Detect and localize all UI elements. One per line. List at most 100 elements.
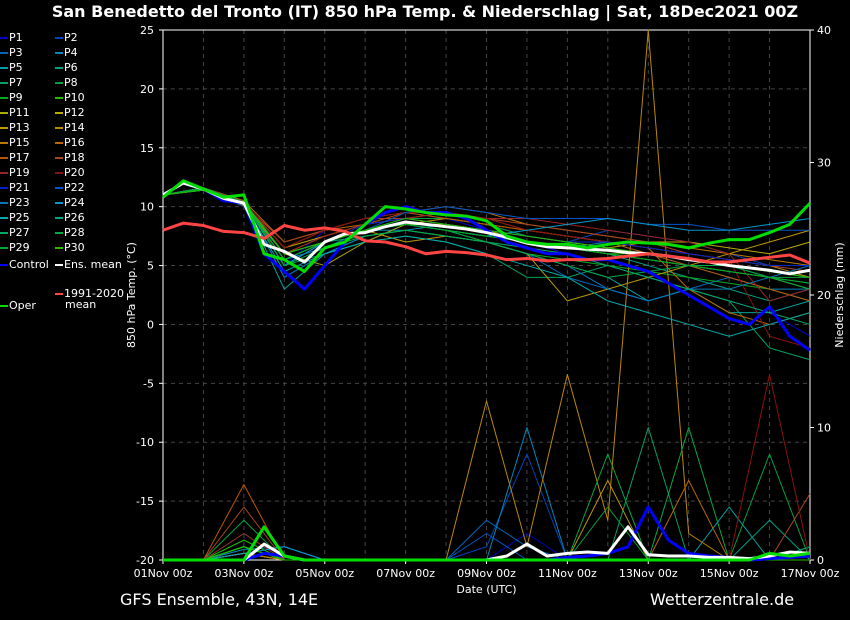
- legend-item-p11: P11: [0, 107, 30, 119]
- legend-item-p29: P29: [0, 242, 30, 254]
- legend-label: P5: [9, 61, 23, 74]
- legend-label: P16: [64, 136, 85, 149]
- x-tick-label: 03Nov 00z: [215, 567, 274, 580]
- legend-item-p19: P19: [0, 167, 30, 179]
- legend-swatch: [0, 202, 8, 204]
- member-precip-line-p14: [163, 29, 810, 561]
- legend-swatch: [0, 127, 8, 129]
- x-tick-label: 07Nov 00z: [376, 567, 435, 580]
- source-credit[interactable]: Wetterzentrale.de: [650, 590, 795, 609]
- legend-swatch: [55, 172, 63, 174]
- legend-label: P7: [9, 76, 23, 89]
- legend-label: P9: [9, 91, 23, 104]
- legend-swatch: [0, 232, 8, 234]
- legend-label: P15: [9, 136, 30, 149]
- legend-swatch: [0, 142, 8, 144]
- legend-label: P21: [9, 181, 30, 194]
- x-axis-label: Date (UTC): [456, 583, 516, 596]
- model-info: GFS Ensemble, 43N, 14E: [120, 590, 319, 609]
- legend-swatch: [0, 247, 8, 249]
- y-tick-label: 15: [140, 142, 154, 155]
- legend-item-p30: P30: [55, 242, 85, 254]
- legend-label: P8: [64, 76, 78, 89]
- legend-label: P30: [64, 241, 85, 254]
- legend-swatch: [55, 293, 63, 295]
- legend-item-p10: P10: [55, 92, 85, 104]
- legend-label-line2: mean: [65, 298, 97, 311]
- legend-item-p5: P5: [0, 62, 23, 74]
- legend-label: P13: [9, 121, 30, 134]
- y-tick-label: -15: [136, 495, 154, 508]
- legend-label: P20: [64, 166, 85, 179]
- legend-swatch: [55, 142, 63, 144]
- legend-swatch: [0, 52, 8, 54]
- legend-swatch: [55, 217, 63, 219]
- y2-tick-label: 20: [817, 289, 831, 302]
- legend-label: P22: [64, 181, 85, 194]
- legend-item-p14: P14: [55, 122, 85, 134]
- legend-label: Ens. mean: [64, 258, 122, 271]
- legend-item-p3: P3: [0, 47, 23, 59]
- y-tick-label: 20: [140, 83, 154, 96]
- legend-swatch: [0, 157, 8, 159]
- legend-item-p24: P24: [55, 197, 85, 209]
- legend-swatch: [0, 217, 8, 219]
- legend-swatch: [55, 52, 63, 54]
- 1991-2020-mean-temp-line: [162, 221, 811, 265]
- legend-item-p27: P27: [0, 227, 30, 239]
- legend-swatch: [55, 157, 63, 159]
- legend-item-p18: P18: [55, 152, 85, 164]
- legend-item-p8: P8: [55, 77, 78, 89]
- legend-label: P29: [9, 241, 30, 254]
- legend-swatch: [55, 127, 63, 129]
- x-tick-label: 15Nov 00z: [700, 567, 759, 580]
- legend-swatch: [55, 112, 63, 114]
- y-tick-label: 10: [140, 201, 154, 214]
- legend-swatch: [0, 97, 8, 99]
- legend-item-p22: P22: [55, 182, 85, 194]
- y2-tick-label: 30: [817, 157, 831, 170]
- legend-label: P23: [9, 196, 30, 209]
- legend-label: P19: [9, 166, 30, 179]
- legend-label: P24: [64, 196, 85, 209]
- legend-swatch: [0, 67, 8, 69]
- legend-item-p13: P13: [0, 122, 30, 134]
- oper-temp-line: [162, 179, 812, 273]
- legend-item-clim-mean: 1991-2020: [55, 288, 124, 300]
- legend-item-p21: P21: [0, 182, 30, 194]
- y-tick-label: 25: [140, 24, 154, 37]
- legend-swatch: [0, 172, 8, 174]
- legend-item-ens-mean: Ens. mean: [55, 259, 122, 271]
- legend-label: P28: [64, 226, 85, 239]
- y2-tick-label: 0: [817, 554, 824, 567]
- legend-swatch: [0, 112, 8, 114]
- legend-item-p6: P6: [55, 62, 78, 74]
- legend-label: P3: [9, 46, 23, 59]
- legend-item-control: Control: [0, 259, 49, 271]
- legend-label: P4: [64, 46, 78, 59]
- legend-item-p9: P9: [0, 92, 23, 104]
- member-temp-line-p29: [162, 188, 811, 284]
- y-axis-label: 850 hPa Temp. (°C): [125, 242, 138, 348]
- legend-item-p26: P26: [55, 212, 85, 224]
- legend-swatch: [55, 187, 63, 189]
- chart-title: San Benedetto del Tronto (IT) 850 hPa Te…: [51, 2, 799, 21]
- legend-swatch: [55, 97, 63, 99]
- legend-item-p23: P23: [0, 197, 30, 209]
- legend-label: P12: [64, 106, 85, 119]
- control-temp-line: [162, 181, 811, 352]
- y2-tick-label: 10: [817, 422, 831, 435]
- legend-swatch: [55, 232, 63, 234]
- legend-label: Control: [9, 258, 49, 271]
- legend-item-p25: P25: [0, 212, 30, 224]
- y2-tick-label: 40: [817, 24, 831, 37]
- x-tick-label: 17Nov 00z: [781, 567, 840, 580]
- legend-swatch: [55, 82, 63, 84]
- legend-item-p20: P20: [55, 167, 85, 179]
- y-tick-label: -10: [136, 436, 154, 449]
- legend-item-p1: P1: [0, 32, 23, 44]
- legend-label: P26: [64, 211, 85, 224]
- oper-precip-line: [163, 525, 811, 562]
- legend-swatch: [55, 264, 63, 266]
